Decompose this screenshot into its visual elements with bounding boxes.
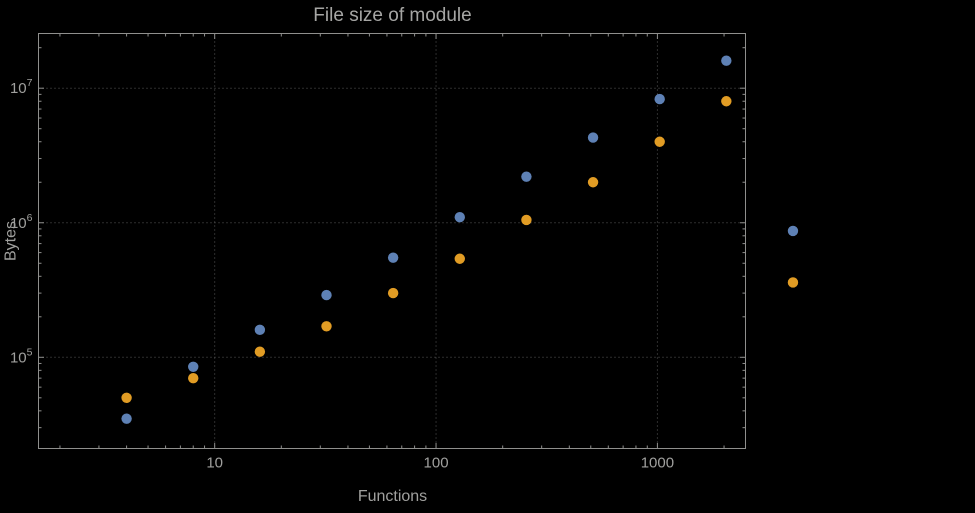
data-point-blue <box>587 132 599 143</box>
y-tick-label: 106 <box>10 212 33 232</box>
data-point-orange <box>188 372 199 384</box>
plot-frame <box>38 33 746 449</box>
data-point-orange <box>654 136 665 147</box>
data-point-orange <box>321 321 332 332</box>
data-point-blue <box>188 361 199 373</box>
data-point-blue <box>321 289 332 301</box>
series-orange <box>121 96 799 404</box>
data-point-orange <box>521 214 532 226</box>
gridlines <box>38 33 746 449</box>
y-tick-label: 107 <box>10 77 33 97</box>
data-point-orange <box>787 277 799 288</box>
data-point-blue <box>521 171 532 182</box>
series-blue <box>121 55 799 424</box>
x-tick-label: 10 <box>206 455 223 472</box>
x-tick-label: 100 <box>424 455 449 472</box>
data-point-orange <box>721 96 732 107</box>
data-point-blue <box>787 225 799 237</box>
data-point-blue <box>654 93 665 105</box>
data-point-orange <box>454 253 465 264</box>
y-tick-label: 105 <box>10 346 33 366</box>
tick-labels: 10 100 1000 105 106 107 <box>10 77 674 471</box>
chart-title: File size of module <box>313 5 472 26</box>
y-axis-label: Bytes <box>2 221 20 262</box>
data-point-blue <box>454 211 465 223</box>
data-point-blue <box>387 252 399 263</box>
data-point-orange <box>121 392 132 404</box>
data-point-orange <box>387 287 399 299</box>
data-point-blue <box>254 324 266 336</box>
x-tick-label: 1000 <box>641 455 674 472</box>
data-point-blue <box>721 55 732 66</box>
data-point-orange <box>254 346 266 357</box>
axis-ticks <box>38 33 746 449</box>
data-point-blue <box>121 413 132 424</box>
x-axis-label: Functions <box>357 488 428 505</box>
data-point-orange <box>587 177 599 188</box>
